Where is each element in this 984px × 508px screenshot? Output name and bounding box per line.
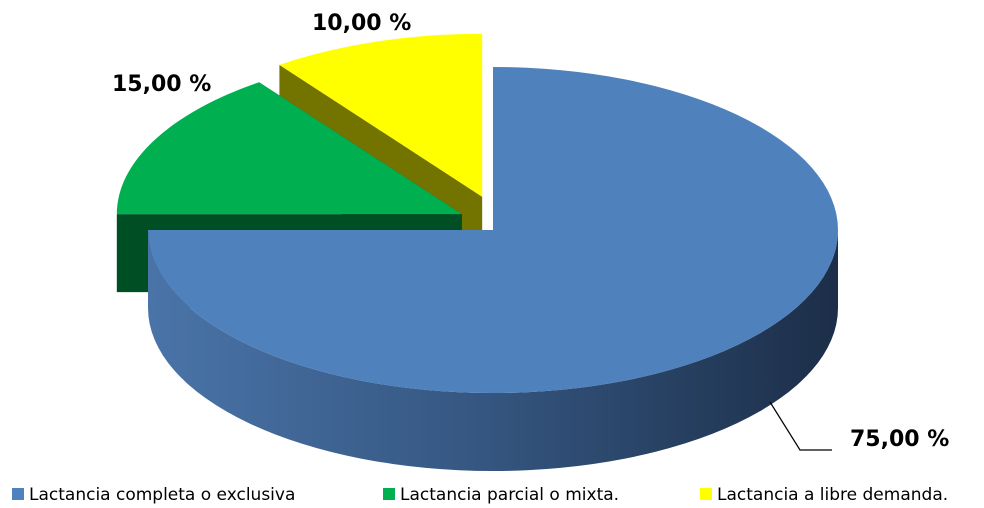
legend-label: Lactancia completa o exclusiva bbox=[29, 485, 295, 505]
value-label: 10,00 % bbox=[312, 11, 411, 36]
legend-label: Lactancia a libre demanda. bbox=[717, 485, 948, 505]
value-label: 75,00 % bbox=[850, 427, 949, 452]
slice-top bbox=[116, 82, 462, 215]
leader-line bbox=[769, 401, 832, 451]
slice-top bbox=[148, 67, 838, 393]
slice-side bbox=[148, 230, 838, 471]
legend-swatch bbox=[12, 488, 24, 500]
slice-top bbox=[279, 33, 483, 197]
legend-swatch bbox=[700, 488, 712, 500]
value-label: 15,00 % bbox=[112, 72, 211, 97]
pie-slice bbox=[148, 67, 838, 471]
legend-swatch bbox=[383, 488, 395, 500]
legend-label: Lactancia parcial o mixta. bbox=[400, 485, 619, 505]
